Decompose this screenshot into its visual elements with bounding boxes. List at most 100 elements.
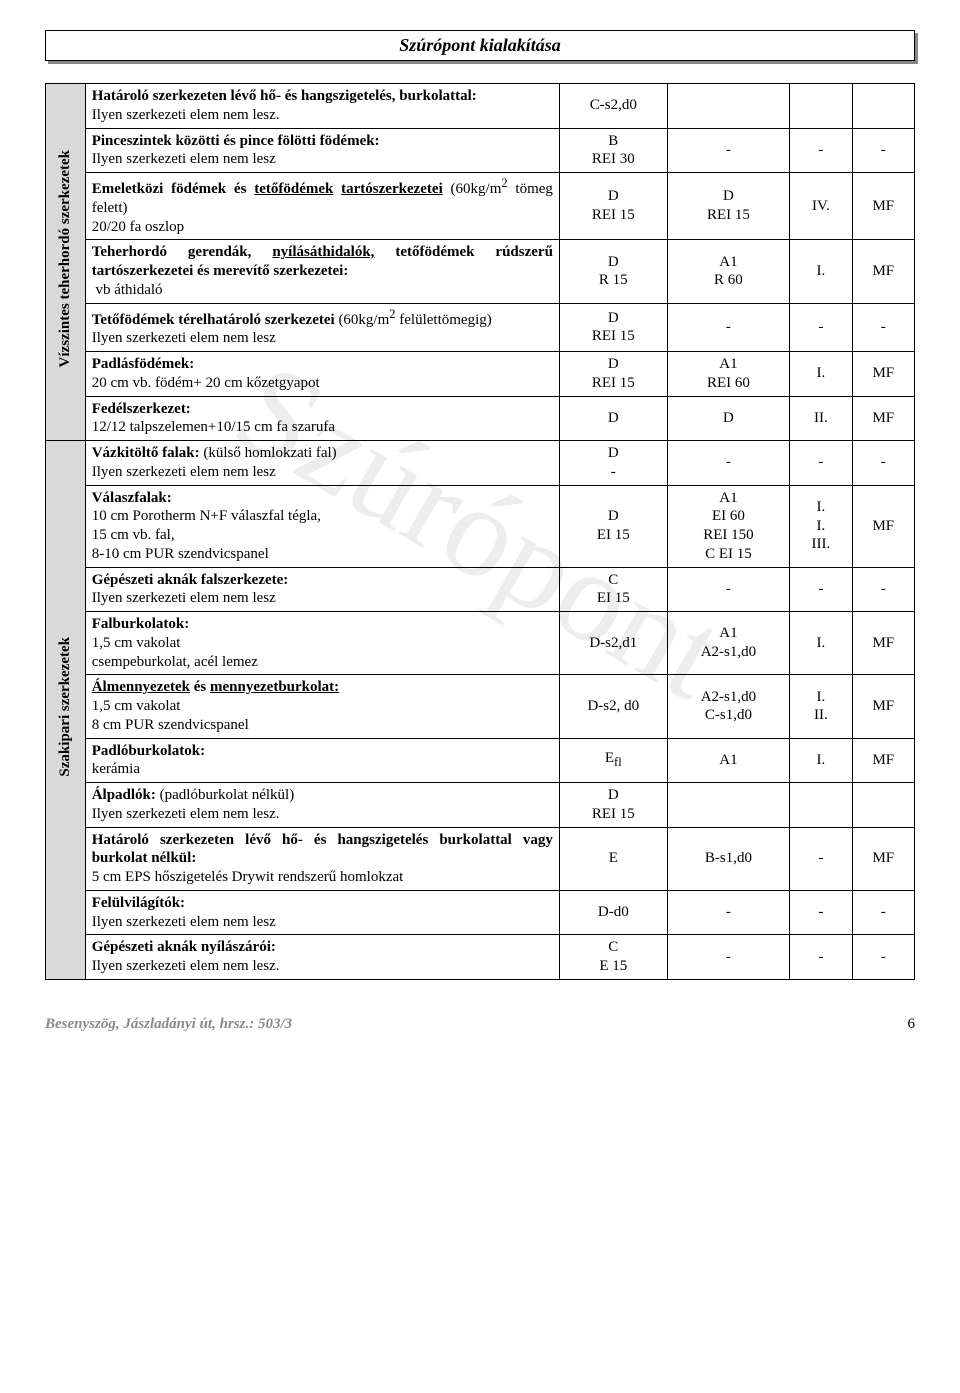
table-cell: B-s1,d0	[667, 827, 790, 890]
table-cell	[667, 783, 790, 828]
table-cell: DREI 15	[559, 303, 667, 352]
table-cell: DREI 15	[559, 783, 667, 828]
table-cell: Pinceszintek közötti és pince fölötti fö…	[85, 128, 559, 173]
table-cell: II.	[790, 396, 852, 441]
page-title: Szúrópont kialakítása	[45, 30, 915, 61]
table-cell: E	[559, 827, 667, 890]
table-cell: MF	[852, 612, 914, 675]
table-cell: Padlásfödémek:20 cm vb. födém+ 20 cm kőz…	[85, 352, 559, 397]
table-cell: DEI 15	[559, 485, 667, 567]
table-cell: Gépészeti aknák nyílászárói:Ilyen szerke…	[85, 935, 559, 980]
table-cell: -	[852, 128, 914, 173]
table-cell: Tetőfödémek térelhatároló szerkezetei (6…	[85, 303, 559, 352]
table-cell: -	[790, 128, 852, 173]
table-cell: Álmennyezetek és mennyezetburkolat:1,5 c…	[85, 675, 559, 738]
table-cell: Felülvilágítók:Ilyen szerkezeti elem nem…	[85, 890, 559, 935]
table-cell	[852, 783, 914, 828]
table-row: Padlásfödémek:20 cm vb. födém+ 20 cm kőz…	[46, 352, 915, 397]
table-cell: Padlóburkolatok:kerámia	[85, 738, 559, 783]
section-label: Vízszintes teherhordó szerkezetek	[46, 84, 86, 441]
table-cell: -	[790, 441, 852, 486]
table-cell: -	[790, 827, 852, 890]
table-cell: D	[667, 396, 790, 441]
table-row: Felülvilágítók:Ilyen szerkezeti elem nem…	[46, 890, 915, 935]
table-cell: I.	[790, 352, 852, 397]
page-number: 6	[908, 1016, 916, 1033]
table-cell: A1A2-s1,d0	[667, 612, 790, 675]
table-cell: -	[852, 935, 914, 980]
table-cell: D-s2,d1	[559, 612, 667, 675]
table-cell: -	[852, 567, 914, 612]
table-cell: DREI 15	[559, 173, 667, 240]
table-cell: DREI 15	[667, 173, 790, 240]
table-row: Álpadlók: (padlóburkolat nélkül)Ilyen sz…	[46, 783, 915, 828]
table-row: Teherhordó gerendák, nyílásáthidalók, te…	[46, 240, 915, 303]
table-cell: IV.	[790, 173, 852, 240]
table-row: Gépészeti aknák nyílászárói:Ilyen szerke…	[46, 935, 915, 980]
section-label: Szakipari szerkezetek	[46, 441, 86, 980]
table-cell: MF	[852, 173, 914, 240]
main-table: Vízszintes teherhordó szerkezetekHatárol…	[45, 83, 915, 980]
table-row: Pinceszintek közötti és pince fölötti fö…	[46, 128, 915, 173]
table-row: Szakipari szerkezetekVázkitöltő falak: (…	[46, 441, 915, 486]
footer-text: Besenyszög, Jászladányi út, hrsz.: 503/3	[45, 1016, 292, 1032]
table-cell: Efl	[559, 738, 667, 783]
table-row: Határoló szerkezeten lévő hő- és hangszi…	[46, 827, 915, 890]
table-cell: Gépészeti aknák falszerkezete:Ilyen szer…	[85, 567, 559, 612]
table-cell: DR 15	[559, 240, 667, 303]
table-cell: MF	[852, 675, 914, 738]
table-cell: Fedélszerkezet:12/12 talpszelemen+10/15 …	[85, 396, 559, 441]
table-row: Falburkolatok:1,5 cm vakolatcsempeburkol…	[46, 612, 915, 675]
table-cell: A1R 60	[667, 240, 790, 303]
table-cell: -	[667, 567, 790, 612]
table-cell: Határoló szerkezeten lévő hő- és hangszi…	[85, 84, 559, 129]
table-cell: -	[667, 128, 790, 173]
table-cell: D-	[559, 441, 667, 486]
table-row: Vízszintes teherhordó szerkezetekHatárol…	[46, 84, 915, 129]
table-row: Emeletközi födémek és tetőfödémek tartós…	[46, 173, 915, 240]
table-cell: -	[852, 441, 914, 486]
table-cell: Falburkolatok:1,5 cm vakolatcsempeburkol…	[85, 612, 559, 675]
table-cell: -	[852, 303, 914, 352]
table-row: Tetőfödémek térelhatároló szerkezetei (6…	[46, 303, 915, 352]
table-cell: MF	[852, 240, 914, 303]
table-row: Válaszfalak:10 cm Porotherm N+F válaszfa…	[46, 485, 915, 567]
table-cell: Határoló szerkezeten lévő hő- és hangszi…	[85, 827, 559, 890]
table-cell: MF	[852, 738, 914, 783]
table-row: Gépészeti aknák falszerkezete:Ilyen szer…	[46, 567, 915, 612]
table-cell: MF	[852, 485, 914, 567]
table-cell: MF	[852, 352, 914, 397]
table-cell: I.II.	[790, 675, 852, 738]
table-cell: Válaszfalak:10 cm Porotherm N+F válaszfa…	[85, 485, 559, 567]
table-cell: -	[667, 935, 790, 980]
table-cell: Teherhordó gerendák, nyílásáthidalók, te…	[85, 240, 559, 303]
table-cell: DREI 15	[559, 352, 667, 397]
table-cell: A1	[667, 738, 790, 783]
table-cell: I.I.III.	[790, 485, 852, 567]
table-cell: I.	[790, 612, 852, 675]
table-cell: A1EI 60REI 150C EI 15	[667, 485, 790, 567]
table-cell: Emeletközi födémek és tetőfödémek tartós…	[85, 173, 559, 240]
table-cell: -	[667, 303, 790, 352]
table-cell: D	[559, 396, 667, 441]
table-cell: -	[790, 567, 852, 612]
table-cell: A1REI 60	[667, 352, 790, 397]
table-cell: -	[790, 303, 852, 352]
table-cell: MF	[852, 396, 914, 441]
table-cell	[667, 84, 790, 129]
table-cell: I.	[790, 738, 852, 783]
table-cell	[790, 84, 852, 129]
table-cell: BREI 30	[559, 128, 667, 173]
table-cell: CEI 15	[559, 567, 667, 612]
table-cell: -	[667, 441, 790, 486]
table-cell: -	[790, 935, 852, 980]
table-cell	[790, 783, 852, 828]
footer: Besenyszög, Jászladányi út, hrsz.: 503/3…	[45, 1016, 915, 1033]
page: Szúrópont kialakítása Szúrópont Vízszint…	[45, 30, 915, 1033]
table-row: Fedélszerkezet:12/12 talpszelemen+10/15 …	[46, 396, 915, 441]
table-cell: C-s2,d0	[559, 84, 667, 129]
table-cell: D-s2, d0	[559, 675, 667, 738]
table-cell: Álpadlók: (padlóburkolat nélkül)Ilyen sz…	[85, 783, 559, 828]
table-cell: CE 15	[559, 935, 667, 980]
table-cell: MF	[852, 827, 914, 890]
